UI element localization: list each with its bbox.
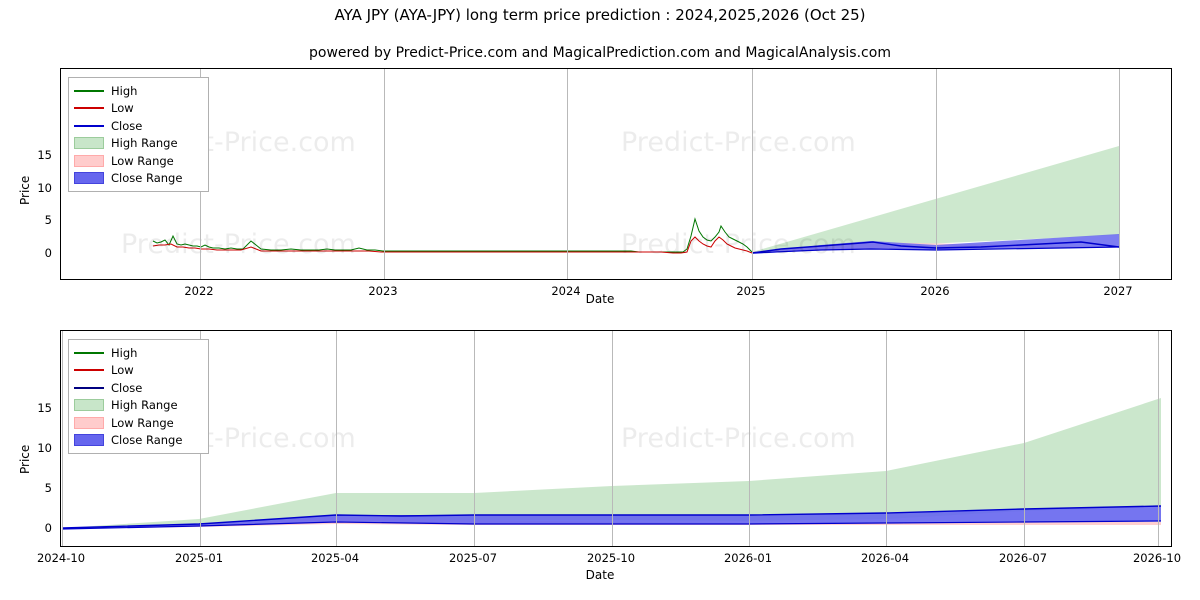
bgridline-2025-04 <box>336 331 337 546</box>
top-ytick-15: 15 <box>37 148 52 162</box>
legend-item-high-bottom: High <box>74 344 202 362</box>
legend-item-close-range: Close Range <box>74 170 202 188</box>
top-legend: High Low Close High Range Low Range Clos… <box>68 77 209 192</box>
top-chart-panel: Predict-Price.com Predict-Price.com Pred… <box>0 60 1200 310</box>
legend-key-high-range-bottom <box>74 399 104 412</box>
legend-label-close-range-bottom: Close Range <box>111 433 183 448</box>
legend-key-close-bottom <box>74 382 104 394</box>
legend-key-low-bottom <box>74 364 104 376</box>
bottom-ytick-10: 10 <box>37 441 52 455</box>
legend-key-low <box>74 102 104 114</box>
legend-label-low-range-bottom: Low Range <box>111 415 174 430</box>
legend-key-high-range <box>74 137 104 150</box>
bottom-legend: High Low Close High Range Low Range Clos… <box>68 339 209 454</box>
bottom-xtick-1: 2025-01 <box>174 551 224 565</box>
bgridline-2026-10 <box>1158 331 1159 546</box>
top-xtick-2022: 2022 <box>184 284 214 298</box>
bottom-ytick-0: 0 <box>44 521 52 535</box>
series-high-line <box>152 217 753 253</box>
bottom-xtick-0: 2024-10 <box>36 551 86 565</box>
bottom-xtick-4: 2025-10 <box>586 551 636 565</box>
legend-item-close-bottom: Close <box>74 379 202 397</box>
legend-label-low-range: Low Range <box>111 153 174 168</box>
legend-item-high-range: High Range <box>74 135 202 153</box>
gridline-2024 <box>567 69 568 279</box>
series-low-line <box>152 236 753 254</box>
bgridline-2024-10 <box>62 331 63 546</box>
high-range-band <box>752 146 1119 252</box>
top-ytick-0: 0 <box>44 246 52 260</box>
legend-label-close-range: Close Range <box>111 171 183 186</box>
top-xtick-2027: 2027 <box>1103 284 1133 298</box>
bgridline-2026-07 <box>1024 331 1025 546</box>
legend-item-low-range-bottom: Low Range <box>74 414 202 432</box>
bottom-ytick-15: 15 <box>37 401 52 415</box>
bottom-xtick-7: 2026-07 <box>998 551 1048 565</box>
legend-key-low-range-bottom <box>74 416 104 429</box>
legend-label-low-bottom: Low <box>111 363 134 378</box>
legend-label-close-bottom: Close <box>111 380 143 395</box>
legend-label-high-range: High Range <box>111 136 178 151</box>
bottom-xtick-3: 2025-07 <box>448 551 498 565</box>
series-close-line <box>751 241 1120 254</box>
top-plot-area: Predict-Price.com Predict-Price.com Pred… <box>60 68 1172 280</box>
legend-item-low-bottom: Low <box>74 362 202 380</box>
legend-label-high: High <box>111 83 138 98</box>
top-ytick-5: 5 <box>44 213 52 227</box>
top-chart-svg <box>152 146 1120 254</box>
legend-key-low-range <box>74 154 104 167</box>
bottom-plot-area: Predict-Price.com Predict-Price.com <box>60 330 1172 547</box>
legend-item-high-range-bottom: High Range <box>74 397 202 415</box>
legend-key-close <box>74 120 104 132</box>
gridline-2023 <box>384 69 385 279</box>
gridline-2026 <box>936 69 937 279</box>
gridline-2025 <box>752 69 753 279</box>
bottom-chart-panel: Predict-Price.com Predict-Price.com Pric… <box>0 322 1200 592</box>
bottom-xtick-5: 2026-01 <box>723 551 773 565</box>
legend-label-close: Close <box>111 118 143 133</box>
bgridline-2025-10 <box>612 331 613 546</box>
top-xtick-2024: 2024 <box>551 284 581 298</box>
bottom-x-axis-label: Date <box>585 568 615 582</box>
gridline-2027 <box>1119 69 1120 279</box>
page-subtitle: powered by Predict-Price.com and Magical… <box>309 45 891 61</box>
top-x-axis-label: Date <box>585 292 615 306</box>
bottom-xtick-8: 2026-10 <box>1132 551 1182 565</box>
bgridline-2025-07 <box>474 331 475 546</box>
bottom-xtick-6: 2026-04 <box>860 551 910 565</box>
page-title: AYA JPY (AYA-JPY) long term price predic… <box>334 6 866 24</box>
legend-key-high-bottom <box>74 347 104 359</box>
legend-item-low: Low <box>74 100 202 118</box>
bgridline-2026-01 <box>749 331 750 546</box>
legend-item-high: High <box>74 82 202 100</box>
legend-key-close-range <box>74 172 104 185</box>
legend-key-high <box>74 85 104 97</box>
top-ytick-10: 10 <box>37 181 52 195</box>
legend-item-low-range: Low Range <box>74 152 202 170</box>
bottom-ytick-5: 5 <box>44 481 52 495</box>
bgridline-2026-04 <box>886 331 887 546</box>
top-xtick-2023: 2023 <box>368 284 398 298</box>
legend-key-close-range-bottom <box>74 434 104 447</box>
top-xtick-2026: 2026 <box>920 284 950 298</box>
legend-label-low: Low <box>111 101 134 116</box>
legend-label-high-range-bottom: High Range <box>111 398 178 413</box>
series-close-line-lower <box>751 246 1120 254</box>
legend-item-close-range-bottom: Close Range <box>74 432 202 450</box>
bottom-chart-svg <box>62 398 1162 530</box>
top-xtick-2025: 2025 <box>736 284 766 298</box>
legend-label-high-bottom: High <box>111 345 138 360</box>
series-close-line-bottom <box>62 505 1162 529</box>
legend-item-close: Close <box>74 117 202 135</box>
bottom-xtick-2: 2025-04 <box>310 551 360 565</box>
